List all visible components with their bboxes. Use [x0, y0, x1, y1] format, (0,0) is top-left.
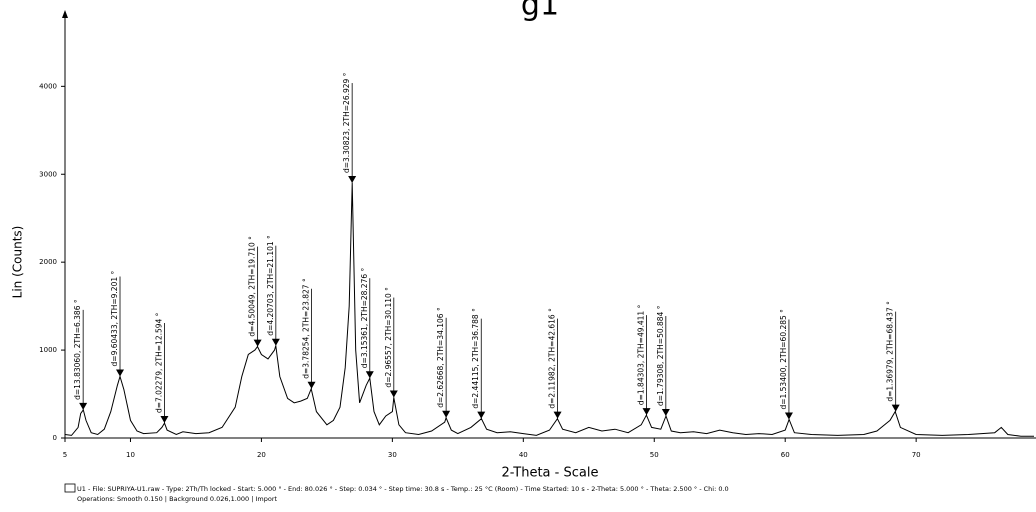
data-line [64, 182, 1034, 437]
x-tick-label: 70 [912, 451, 921, 459]
peak-marker [661, 409, 670, 417]
peak-marker [389, 390, 398, 398]
x-tick-label: 5 [63, 451, 67, 459]
peak-marker [271, 338, 280, 346]
peak-label: d=3.30823, 2TH=26.929 ° [342, 72, 351, 173]
y-tick-label: 4000 [39, 82, 57, 90]
footer-line: U1 - File: SUPRIYA-U1.raw - Type: 2Th/Th… [77, 485, 729, 493]
peak-marker [477, 411, 486, 419]
peak-label: d=13.83060, 2TH=6.386 ° [73, 299, 82, 400]
x-tick-label: 60 [781, 451, 790, 459]
peak-label: d=2.44115, 2TH=36.788 ° [471, 308, 480, 409]
peak-label: d=2.62668, 2TH=34.106 ° [436, 307, 445, 408]
peak-marker [784, 412, 793, 420]
peak-label: d=1.84303, 2TH=49.411 ° [637, 304, 646, 405]
footer-line: Operations: Smooth 0.150 | Background 0.… [77, 495, 278, 503]
peak-label: d=1.53400, 2TH=60.285 ° [779, 309, 788, 410]
peak-label: d=2.11982, 2TH=42.616 ° [548, 308, 557, 409]
y-tick-label: 3000 [39, 170, 57, 178]
x-tick-label: 20 [257, 451, 266, 459]
x-axis-label: 2-Theta - Scale [502, 466, 599, 481]
peak-marker [553, 411, 562, 419]
peak-marker [79, 402, 88, 410]
peak-marker [160, 416, 169, 424]
y-tick-label: 2000 [39, 258, 57, 266]
peak-label: d=3.78254, 2TH=23.827 ° [302, 278, 311, 379]
peak-marker [642, 408, 651, 416]
peak-label: d=2.96557, 2TH=30.110 ° [384, 287, 393, 388]
peak-label: d=9.60433, 2TH=9.201 ° [110, 270, 119, 366]
peak-marker [365, 371, 374, 379]
peak-marker [442, 410, 451, 418]
peak-marker [307, 381, 316, 389]
x-tick-label: 30 [388, 451, 397, 459]
y-tick-label: 1000 [39, 346, 57, 354]
peak-label: d=3.15361, 2TH=28.276 ° [360, 267, 369, 368]
axis-arrow [62, 10, 68, 18]
peak-label: d=1.79308, 2TH=50.884 ° [656, 305, 665, 406]
x-tick-label: 40 [519, 451, 528, 459]
peak-marker [253, 339, 262, 347]
peak-label: d=4.20703, 2TH=21.101 ° [266, 235, 275, 336]
peak-marker [891, 404, 900, 412]
y-axis-label: Lin (Counts) [11, 226, 25, 299]
x-tick-label: 50 [650, 451, 659, 459]
chart-title: g1 [521, 0, 559, 23]
peak-label: d=4.50049, 2TH=19.710 ° [248, 236, 257, 337]
peak-marker [348, 176, 357, 184]
peak-label: d=1.36979, 2TH=68.437 ° [886, 301, 895, 402]
y-tick-label: 0 [53, 434, 57, 442]
legend-icon [64, 483, 76, 493]
peak-label: d=7.02279, 2TH=12.594 ° [154, 312, 163, 413]
x-tick-label: 10 [126, 451, 135, 459]
peak-marker [116, 369, 125, 377]
